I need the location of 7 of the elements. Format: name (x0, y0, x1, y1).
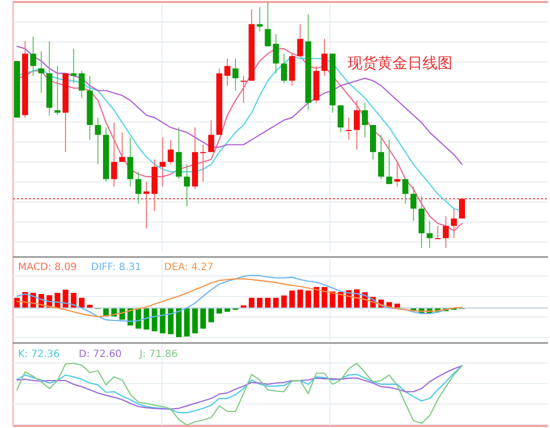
text: D: 72.60 (78, 349, 122, 360)
series-label: MACD: 8.09 (18, 262, 77, 273)
text: DIFF: 8.31 (91, 262, 142, 273)
text: 现货黄金日线图 (348, 54, 452, 72)
series-label: DEA: 4.27 (164, 262, 214, 273)
text: J: 71.86 (138, 349, 178, 360)
series-label: K: 72.36 (18, 349, 60, 360)
